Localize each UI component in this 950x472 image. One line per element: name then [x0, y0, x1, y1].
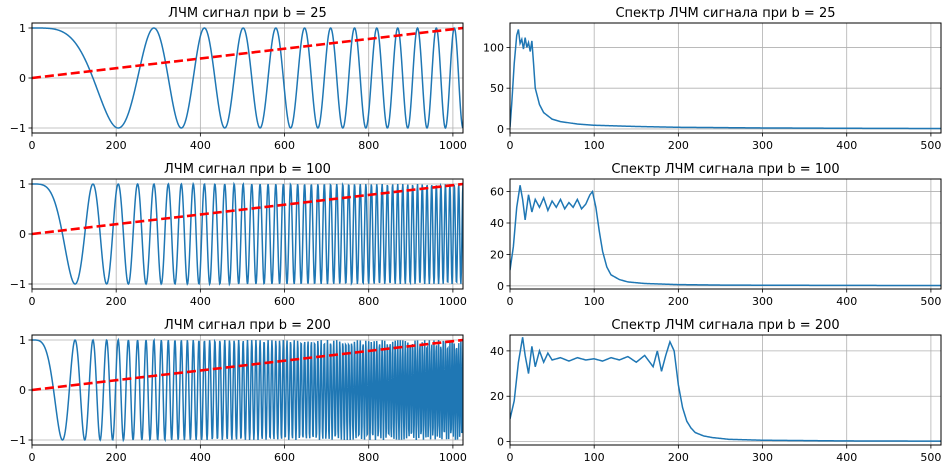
axes-frame: [509, 334, 942, 446]
y-tick-label: 1: [19, 178, 26, 191]
y-tick-label: 0: [19, 384, 26, 397]
y-tick-label: 1: [19, 334, 26, 347]
x-tick-label: 0: [507, 139, 514, 152]
x-tick-label: 600: [274, 295, 295, 308]
y-tick-label: 100: [483, 41, 504, 54]
axes-frame: [509, 178, 942, 290]
frequency-trend-line: [32, 338, 463, 392]
x-tick-label: 200: [668, 451, 689, 464]
x-tick-label: 300: [752, 451, 773, 464]
y-tick-label: 0: [497, 280, 504, 293]
y-tick-label: 20: [490, 248, 504, 261]
spectrum-line: [510, 337, 941, 442]
y-tick-label: 1: [19, 22, 26, 35]
x-tick-label: 500: [920, 139, 941, 152]
y-tick-label: 40: [490, 345, 504, 358]
x-tick-label: 100: [584, 295, 605, 308]
x-tick-label: 400: [190, 139, 211, 152]
axes-frame: [509, 22, 942, 134]
x-tick-label: 300: [752, 139, 773, 152]
x-tick-label: 0: [507, 451, 514, 464]
x-tick-label: 600: [274, 139, 295, 152]
x-tick-label: 300: [752, 295, 773, 308]
chart-title: Спектр ЛЧМ сигнала при b = 100: [611, 162, 839, 177]
y-tick-label: 20: [490, 390, 504, 403]
x-tick-label: 400: [836, 451, 857, 464]
chart-title: ЛЧМ сигнал при b = 200: [164, 318, 331, 333]
y-tick-label: 60: [490, 186, 504, 199]
x-tick-label: 500: [920, 295, 941, 308]
chart-title: ЛЧМ сигнал при b = 100: [164, 162, 331, 177]
x-tick-label: 0: [29, 139, 36, 152]
y-tick-label: −1: [10, 278, 26, 291]
x-tick-label: 1000: [439, 451, 467, 464]
spectrum-line: [510, 185, 941, 287]
chirp-signal-line: [32, 26, 463, 130]
x-tick-label: 400: [836, 139, 857, 152]
x-tick-label: 400: [836, 295, 857, 308]
chart-title: Спектр ЛЧМ сигнала при b = 200: [611, 318, 839, 333]
chart-title: Спектр ЛЧМ сигнала при b = 25: [615, 6, 835, 21]
x-tick-label: 1000: [439, 295, 467, 308]
subplot-4: 0 100 200 300 400 500 0 20 40 60 Спектр ЛЧМ сигнал…: [490, 162, 942, 308]
y-tick-label: 0: [19, 228, 26, 241]
x-tick-label: 200: [668, 295, 689, 308]
x-tick-label: 200: [668, 139, 689, 152]
x-tick-label: 800: [358, 139, 379, 152]
y-tick-label: 0: [19, 72, 26, 85]
x-tick-label: 500: [920, 451, 941, 464]
y-tick-label: 40: [490, 217, 504, 230]
chirp-signal-line: [32, 181, 463, 287]
x-tick-label: 400: [190, 451, 211, 464]
x-tick-label: 0: [507, 295, 514, 308]
subplot-6: 0 100 200 300 400 500 0 20 40 Спектр ЛЧМ сигнала …: [490, 318, 942, 464]
x-tick-label: 0: [29, 451, 36, 464]
y-tick-label: 50: [490, 82, 504, 95]
x-tick-label: 400: [190, 295, 211, 308]
subplot-2: 0 100 200 300 400 500 0 50 100 Спектр ЛЧМ сигнала…: [483, 6, 942, 152]
x-tick-label: 200: [106, 451, 127, 464]
x-tick-label: 100: [584, 139, 605, 152]
y-tick-label: 0: [497, 436, 504, 449]
chart-title: ЛЧМ сигнал при b = 25: [168, 6, 327, 21]
x-tick-label: 100: [584, 451, 605, 464]
x-tick-label: 800: [358, 451, 379, 464]
y-tick-label: −1: [10, 434, 26, 447]
x-tick-label: 1000: [439, 139, 467, 152]
frequency-trend-line: [32, 182, 463, 236]
x-tick-label: 200: [106, 295, 127, 308]
x-tick-label: 800: [358, 295, 379, 308]
frequency-trend-line: [32, 26, 463, 80]
x-tick-label: 0: [29, 295, 36, 308]
y-tick-label: 0: [497, 123, 504, 136]
y-tick-label: −1: [10, 122, 26, 135]
x-tick-label: 600: [274, 451, 295, 464]
spectrum-line: [510, 29, 941, 130]
x-tick-label: 200: [106, 139, 127, 152]
